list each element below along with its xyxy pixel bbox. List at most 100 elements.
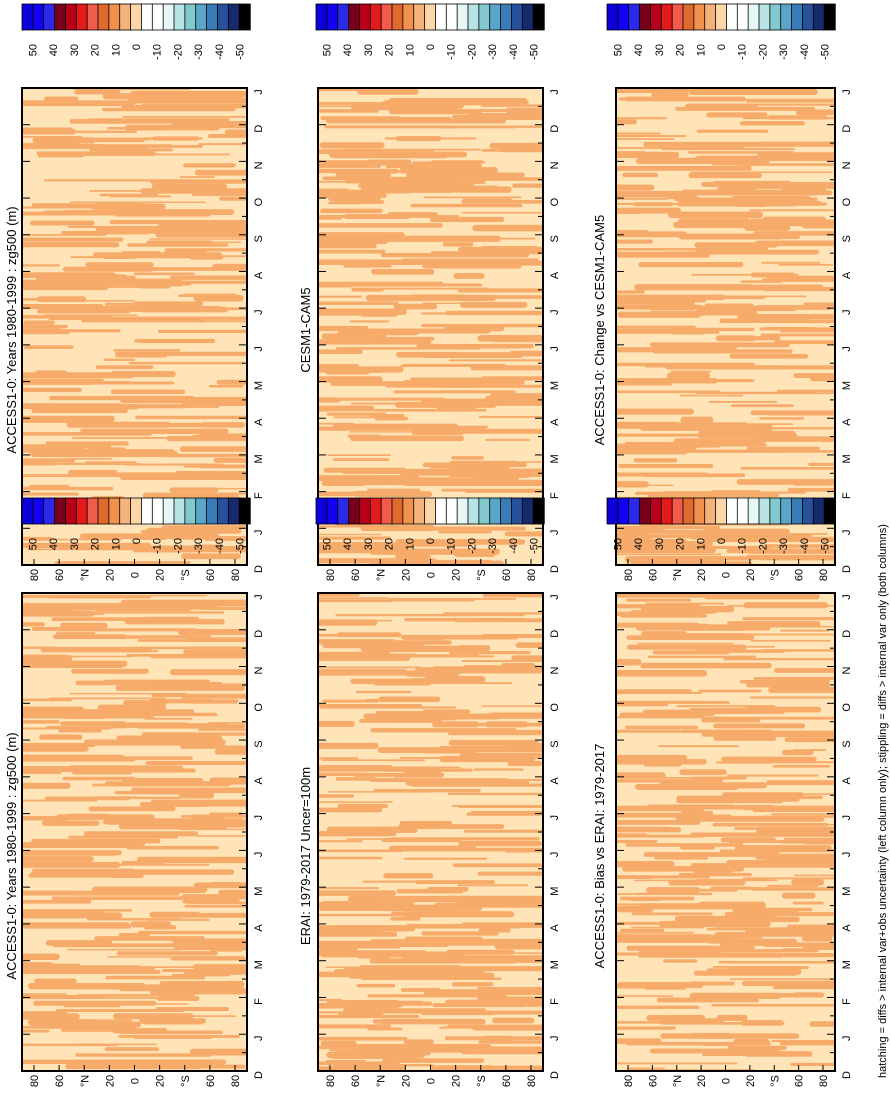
heatmap-cell	[57, 966, 155, 971]
heatmap-cell	[141, 103, 247, 109]
heatmap-cell	[654, 856, 708, 860]
panel-2: D J F M A M J J A S O N D J 80 60 °N 20 0 20 °S 60 80 ACCESS1-0…	[4, 87, 265, 581]
x-tick-label: J	[549, 852, 561, 858]
heatmap-cell	[726, 604, 835, 607]
heatmap-cell	[151, 183, 228, 190]
colorbar-cell	[704, 3, 717, 31]
heatmap-cell	[327, 454, 391, 456]
heatmap-cell	[459, 752, 543, 757]
colorbar-cell	[97, 497, 110, 525]
heatmap-cell	[22, 909, 133, 912]
colorbar-cell	[391, 497, 404, 525]
colorbar-cell	[617, 3, 630, 31]
colorbar-cell	[380, 3, 393, 31]
heatmap-cell	[320, 706, 454, 709]
heatmap-cell	[616, 1026, 676, 1030]
heatmap-cell	[371, 268, 435, 275]
heatmap-cell	[49, 538, 122, 541]
heatmap-cell	[474, 1026, 543, 1031]
heatmap-cell	[333, 416, 380, 419]
colorbar-cell	[467, 497, 480, 525]
heatmap-cell	[734, 845, 832, 852]
heatmap-cell	[41, 710, 192, 716]
heatmap-cell	[675, 106, 815, 111]
heatmap-cell	[653, 349, 793, 354]
heatmap-cell	[34, 978, 77, 984]
y-tick-label: 0	[721, 572, 733, 578]
heatmap-cell	[55, 1008, 185, 1013]
heatmap-cell	[78, 725, 222, 728]
heatmap-cell	[492, 1017, 535, 1024]
heatmap-cell	[22, 536, 53, 541]
panel-title: CESM1-CAM5	[298, 287, 313, 372]
footnote: hatching = diffs > internal var+obs unce…	[877, 524, 889, 1078]
heatmap-cell	[616, 325, 696, 329]
heatmap-cell	[137, 144, 203, 148]
heatmap-cell	[109, 195, 172, 198]
heatmap-cell	[750, 218, 818, 221]
heatmap-cell	[616, 484, 674, 487]
heatmap-cell	[88, 869, 235, 875]
colorbar-cell	[521, 3, 534, 31]
heatmap-cell	[622, 172, 659, 178]
heatmap-cell	[356, 952, 392, 959]
heatmap-cell	[208, 722, 247, 724]
heatmap-cell	[688, 88, 818, 95]
heatmap-cell	[434, 902, 543, 908]
heatmap-cell	[209, 777, 247, 783]
heatmap-cell	[616, 190, 698, 198]
colorbar-1-1: 50 40 30 20 10 0 -10 -20 -30 -40 -50	[21, 3, 251, 60]
x-tick-label: M	[253, 381, 265, 390]
colorbar-cell	[65, 497, 77, 525]
colorbar-cell	[606, 497, 619, 525]
x-tick-label: O	[253, 703, 265, 712]
heatmap-cell	[189, 1048, 247, 1055]
colorbar-label: -30	[778, 538, 790, 554]
heatmap-cell	[77, 994, 195, 997]
heatmap-cell	[779, 677, 830, 684]
heatmap-cell	[318, 998, 342, 1002]
colorbar-label: 30	[69, 538, 81, 550]
x-tick-label: J	[253, 89, 265, 95]
y-tick-label: °S	[769, 1075, 781, 1087]
colorbar-cell	[606, 3, 619, 31]
heatmap-cell	[477, 986, 543, 991]
heatmap-cell	[453, 272, 485, 279]
heatmap-cell	[404, 936, 483, 942]
colorbar-cell	[671, 497, 684, 525]
colorbar-label: 10	[404, 538, 416, 550]
heatmap-cell	[179, 446, 247, 452]
x-tick-label: M	[841, 960, 853, 969]
heatmap-cell	[356, 983, 396, 988]
heatmap-cell	[367, 1027, 403, 1031]
heatmap-cell	[652, 633, 753, 640]
colorbar-label: 30	[363, 44, 375, 56]
x-tick-label: N	[841, 161, 853, 169]
heatmap-cell	[22, 970, 161, 974]
heatmap-cell	[437, 746, 543, 753]
colorbar-label: -50	[235, 44, 247, 60]
heatmap-cell	[755, 436, 835, 442]
heatmap-cell	[321, 759, 426, 762]
colorbar-label: 20	[384, 44, 396, 56]
heatmap-cell	[104, 1047, 159, 1052]
y-tick-label: °S	[769, 569, 781, 581]
heatmap-cell	[406, 172, 525, 178]
x-tick-label: N	[549, 161, 561, 169]
colorbar-label: -50	[529, 538, 541, 554]
y-tick-label: 20	[745, 1075, 757, 1087]
heatmap-cell	[326, 368, 383, 373]
y-tick-label: 20	[400, 1075, 412, 1087]
heatmap-cell	[794, 874, 835, 877]
heatmap-cell	[29, 220, 95, 226]
heatmap-cell	[395, 560, 468, 565]
colorbar-cell	[769, 3, 782, 31]
heatmap-cell	[318, 1011, 450, 1014]
colorbar-label: -50	[820, 44, 832, 60]
heatmap-cell	[679, 394, 744, 397]
colorbar-label: -40	[508, 538, 520, 554]
heatmap-cell	[447, 1010, 543, 1015]
heatmap-cell	[22, 923, 132, 929]
colorbar-cell	[337, 3, 350, 31]
colorbar-label: 20	[384, 538, 396, 550]
